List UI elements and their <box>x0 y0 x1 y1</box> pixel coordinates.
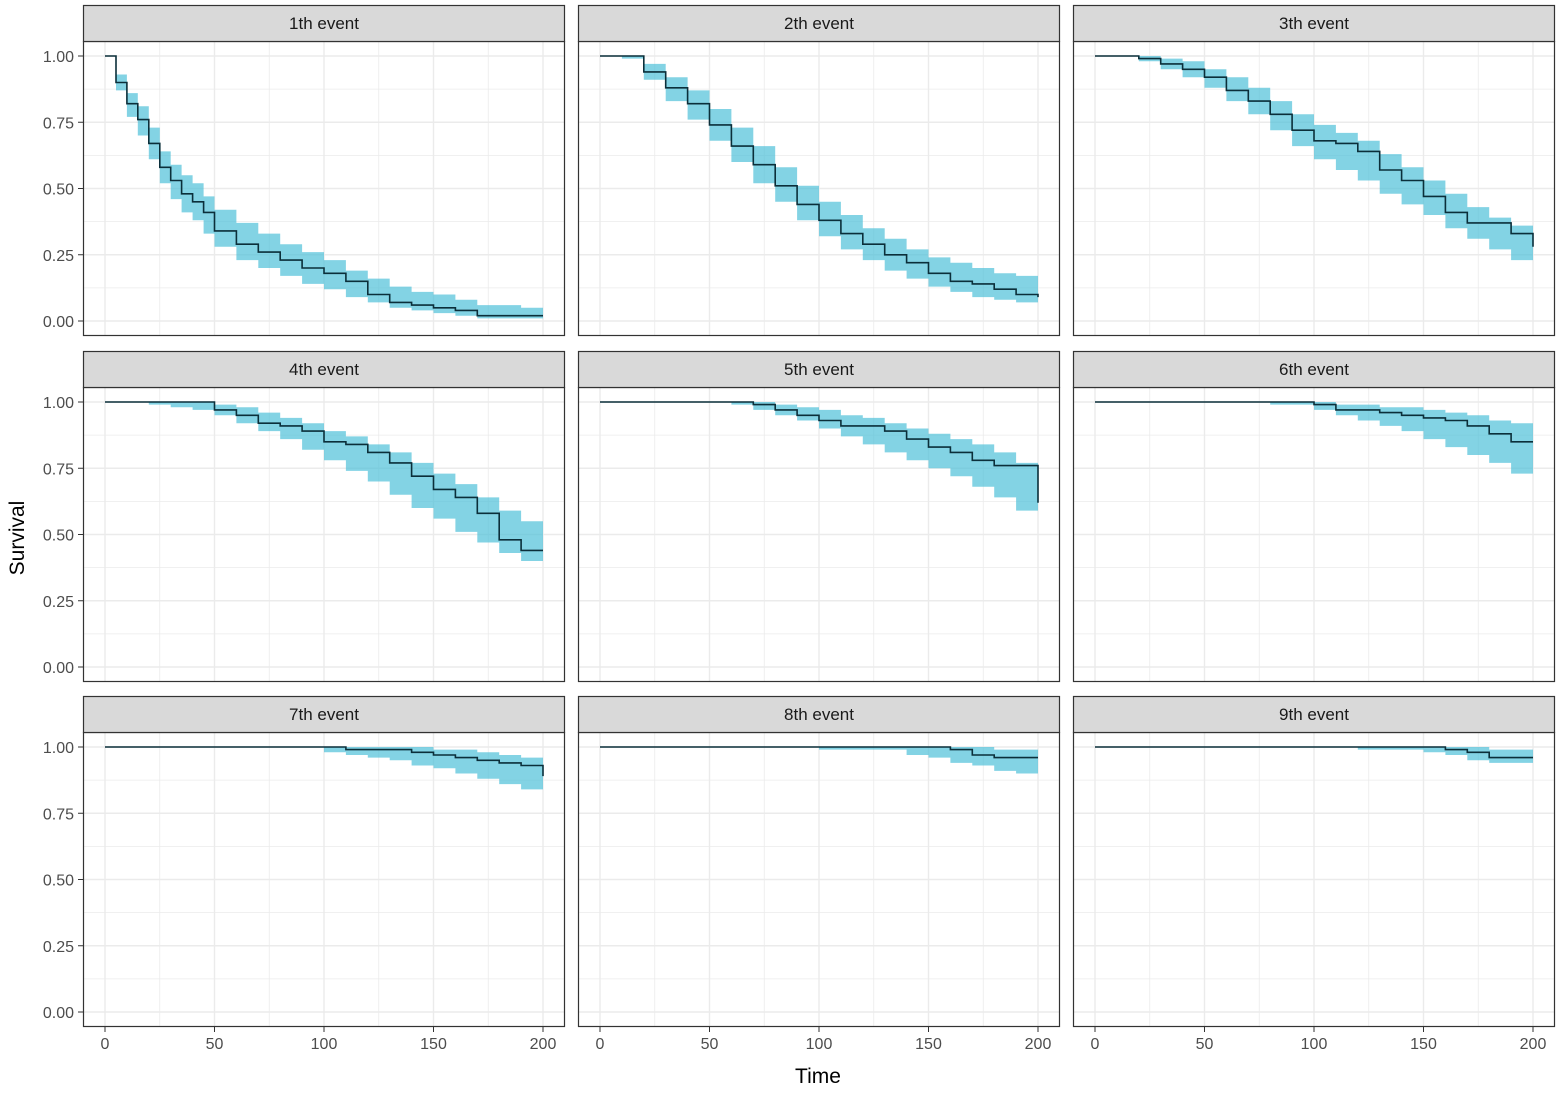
facet-strip-label: 9th event <box>1279 705 1349 724</box>
survival-curve <box>1095 401 1533 443</box>
x-tick-label: 200 <box>1520 1036 1547 1053</box>
facet-strip <box>577 695 1061 734</box>
survival-curve <box>105 401 543 552</box>
x-tick-label: 50 <box>206 1036 224 1053</box>
facet-strip-label: 2th event <box>784 14 854 33</box>
x-tick-label: 0 <box>596 1036 605 1053</box>
confidence-ribbon <box>1095 747 1533 766</box>
survival-curve <box>105 55 543 317</box>
y-tick-label: 1.00 <box>43 740 74 757</box>
facet-strip-label: 1th event <box>289 14 359 33</box>
y-tick-label: 0.25 <box>43 248 74 265</box>
x-tick-label: 0 <box>101 1036 110 1053</box>
x-tick-label: 0 <box>1091 1036 1100 1053</box>
facet-strip-label: 3th event <box>1279 14 1349 33</box>
confidence-ribbon <box>600 402 1038 522</box>
survival-curve <box>600 55 1039 298</box>
x-tick-label: 150 <box>915 1036 942 1053</box>
x-tick-label: 100 <box>1301 1036 1328 1053</box>
confidence-ribbon <box>1095 56 1533 268</box>
survival-curve <box>1095 746 1533 759</box>
x-tick-label: 50 <box>1196 1036 1214 1053</box>
facet-strip-label: 5th event <box>784 360 854 379</box>
x-tick-label: 50 <box>701 1036 719 1053</box>
facet-strip <box>1072 695 1556 734</box>
survival-curve <box>600 401 1039 503</box>
panel-6: 6th event <box>1072 350 1556 683</box>
x-tick-label: 200 <box>530 1036 557 1053</box>
panel-7: 7th event 0.00 0.25 0.50 0.75 1.00 0 50 100 150 20… <box>43 695 566 1053</box>
y-tick-label: 0.50 <box>43 182 74 199</box>
facet-strip <box>1072 350 1556 389</box>
panel-1: 1th event 0.00 0.25 0.50 0.75 1.00 <box>43 4 566 337</box>
panel-9: 9th event 0 50 100 150 200 <box>1072 695 1556 1053</box>
x-tick-label: 100 <box>806 1036 833 1053</box>
panel-8: 8th event 0 50 100 150 200 <box>577 695 1061 1053</box>
confidence-ribbon <box>600 747 1038 779</box>
panel-4: 4th event 0.00 0.25 0.50 0.75 1.00 <box>43 350 566 683</box>
y-tick-label: 0.50 <box>43 873 74 890</box>
y-tick-label: 0.25 <box>43 939 74 956</box>
facet-strip <box>82 695 566 734</box>
y-tick-label: 0.75 <box>43 461 74 478</box>
confidence-ribbon <box>105 747 543 800</box>
survival-curve <box>105 746 544 777</box>
confidence-ribbon <box>1095 402 1533 485</box>
y-tick-label: 0.75 <box>43 115 74 132</box>
facet-strip-label: 4th event <box>289 360 359 379</box>
y-tick-label: 0.00 <box>43 660 74 677</box>
facet-strip-label: 6th event <box>1279 360 1349 379</box>
panel-3: 3th event <box>1072 4 1556 337</box>
facet-strip-label: 8th event <box>784 705 854 724</box>
x-tick-label: 200 <box>1025 1036 1052 1053</box>
y-tick-label: 0.00 <box>43 314 74 331</box>
x-tick-label: 150 <box>420 1036 447 1053</box>
facet-strip <box>82 4 566 43</box>
survival-curve <box>600 746 1038 759</box>
y-tick-label: 0.00 <box>43 1005 74 1022</box>
panel-2: 2th event <box>577 4 1061 337</box>
confidence-ribbon <box>105 56 543 319</box>
x-tick-label: 150 <box>1410 1036 1437 1053</box>
y-tick-label: 1.00 <box>43 49 74 66</box>
y-tick-label: 0.75 <box>43 806 74 823</box>
facet-strip <box>577 4 1061 43</box>
y-tick-label: 0.50 <box>43 528 74 545</box>
panel-5: 5th event <box>577 350 1061 683</box>
facet-strip <box>577 350 1061 389</box>
y-tick-label: 0.25 <box>43 594 74 611</box>
facet-strip <box>1072 4 1556 43</box>
y-axis-title: Survival <box>6 501 29 576</box>
y-tick-label: 1.00 <box>43 395 74 412</box>
facet-strip-label: 7th event <box>289 705 359 724</box>
x-axis-title: Time <box>795 1065 841 1088</box>
x-tick-label: 100 <box>311 1036 338 1053</box>
facet-strip <box>82 350 566 389</box>
survival-curve <box>1095 55 1534 247</box>
